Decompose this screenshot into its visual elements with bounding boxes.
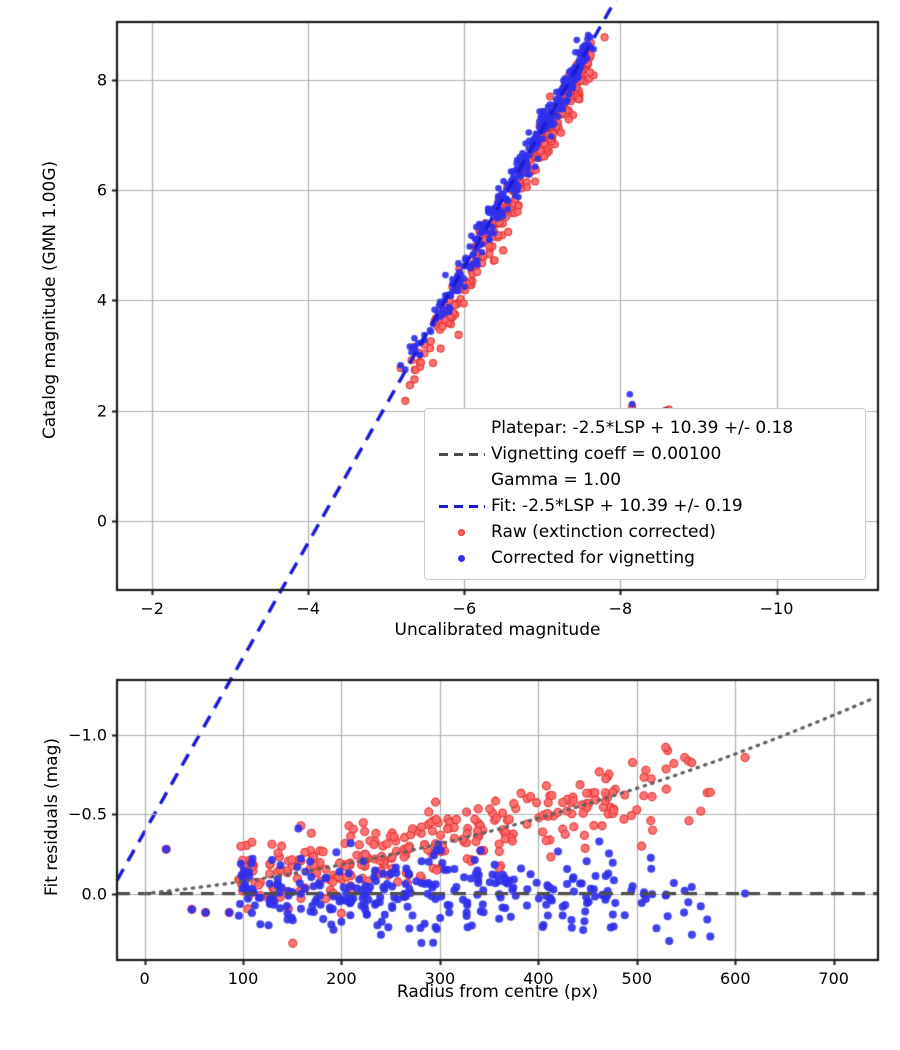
legend-handle-dashed-blue-icon — [433, 493, 491, 519]
legend-handle-none — [433, 467, 491, 493]
top-plot-x-tick-label: −2 — [140, 599, 164, 618]
legend-handle-red-dot-icon — [433, 519, 491, 545]
legend-handle-dashed-gray-icon — [433, 441, 491, 467]
legend-item-vignetting-coeff: Vignetting coeff = 0.00100 — [433, 441, 857, 467]
legend-label-corrected: Corrected for vignetting — [491, 548, 695, 568]
legend-item-platepar: Platepar: -2.5*LSP + 10.39 +/- 0.18 — [433, 415, 857, 441]
red-dot-marker-icon — [458, 529, 465, 536]
top-plot-x-tick-label: −6 — [452, 599, 477, 618]
legend-label-raw: Raw (extinction corrected) — [491, 522, 716, 542]
top-plot-x-tick-label: −8 — [608, 599, 633, 618]
bottom-plot-x-tick-label: 100 — [227, 969, 259, 988]
top-plot-y-tick-label: 4 — [96, 290, 107, 310]
legend-item-gamma: Gamma = 1.00 — [433, 467, 857, 493]
bottom-plot-x-tick-label: 700 — [818, 969, 849, 988]
bottom-plot-x-tick-label: 400 — [523, 969, 554, 988]
top-plot-x-tick-label: −4 — [296, 599, 321, 618]
dashed-gray-line-icon — [439, 453, 485, 456]
bottom-plot-x-axis-label: Radius from centre (px) — [396, 982, 599, 1002]
bottom-plot-y-tick-label: −0.5 — [68, 804, 107, 824]
dashed-blue-line-icon — [439, 505, 485, 508]
legend-item-fit: Fit: -2.5*LSP + 10.39 +/- 0.19 — [433, 493, 857, 519]
legend-handle-blue-dot-icon — [433, 545, 491, 571]
top-plot-y-tick-label: 0 — [96, 511, 107, 531]
top-plot-x-axis-label: Uncalibrated magnitude — [394, 620, 601, 640]
bottom-plot-x-tick-label: 200 — [326, 969, 357, 988]
bottom-plot-x-tick-label: 0 — [139, 969, 150, 988]
legend-label-vignetting-coeff: Vignetting coeff = 0.00100 — [491, 444, 722, 464]
legend-item-raw: Raw (extinction corrected) — [433, 519, 857, 545]
legend-item-corrected: Corrected for vignetting — [433, 545, 857, 571]
legend-handle-none — [433, 415, 491, 441]
bottom-plot-x-tick-label: 600 — [719, 969, 751, 988]
top-plot-y-tick-label: 8 — [96, 70, 107, 90]
legend-label-platepar: Platepar: -2.5*LSP + 10.39 +/- 0.18 — [491, 418, 794, 438]
bottom-plot-y-tick-label: −1.0 — [68, 725, 107, 745]
top-plot-x-tick-label: −10 — [759, 599, 794, 618]
blue-dot-marker-icon — [458, 555, 465, 562]
top-plot-y-tick-label: 2 — [96, 401, 107, 421]
bottom-plot-x-tick-label: 300 — [424, 969, 456, 988]
legend-label-gamma: Gamma = 1.00 — [491, 470, 622, 490]
top-plot-y-tick-label: 6 — [96, 180, 107, 200]
top-plot-legend: Platepar: -2.5*LSP + 10.39 +/- 0.18 Vign… — [424, 408, 866, 580]
bottom-plot-x-tick-label: 500 — [621, 969, 653, 988]
bottom-plot-y-tick-label: 0.0 — [81, 884, 107, 904]
legend-label-fit: Fit: -2.5*LSP + 10.39 +/- 0.19 — [491, 496, 743, 516]
